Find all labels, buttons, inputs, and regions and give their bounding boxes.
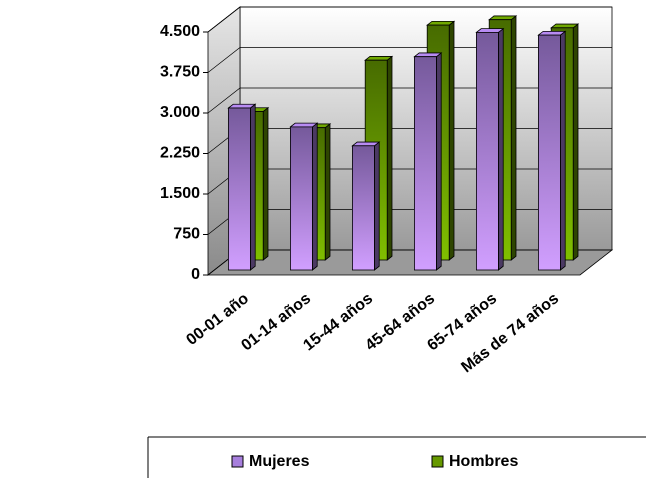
bar-top <box>475 28 505 33</box>
bar-side <box>448 20 455 261</box>
bar <box>227 107 251 271</box>
y-tick-label: 3.750 <box>160 64 200 81</box>
bar-top <box>488 15 518 21</box>
bar-side <box>373 141 380 271</box>
bar-top <box>537 30 567 36</box>
plot <box>227 15 580 271</box>
bar-side <box>560 30 566 271</box>
legend-swatch <box>231 455 244 468</box>
bar <box>538 34 561 271</box>
bar-side <box>311 122 318 271</box>
bar-side <box>249 103 256 271</box>
bar <box>413 56 437 271</box>
bar-side <box>497 27 504 271</box>
bar-top <box>351 141 381 147</box>
bar-side <box>262 106 269 261</box>
grid-line <box>207 6 612 33</box>
y-tick-label: 3.000 <box>160 104 200 121</box>
legend-label: Mujeres <box>249 453 310 470</box>
bar-top <box>426 20 456 26</box>
bar-side <box>510 15 517 261</box>
bar-top <box>227 103 257 109</box>
bar-side <box>435 52 442 271</box>
bar <box>475 32 499 271</box>
y-tick-label: 2.250 <box>160 145 200 162</box>
bar <box>351 145 375 271</box>
bar-top <box>364 56 394 61</box>
y-tick-label: 4.500 <box>160 23 200 40</box>
y-tick-label: 1.500 <box>160 185 200 202</box>
y-tick-label: 750 <box>173 226 200 243</box>
y-tick-label: 0 <box>191 266 200 283</box>
bar-top <box>550 23 580 29</box>
bar-side <box>386 55 393 261</box>
legend-label: Hombres <box>449 453 518 470</box>
legend-swatch <box>431 455 444 468</box>
bar-top <box>413 52 443 58</box>
bar-side <box>572 23 579 261</box>
bar-side <box>324 123 331 261</box>
bar-top <box>289 122 319 128</box>
bar <box>289 126 313 271</box>
